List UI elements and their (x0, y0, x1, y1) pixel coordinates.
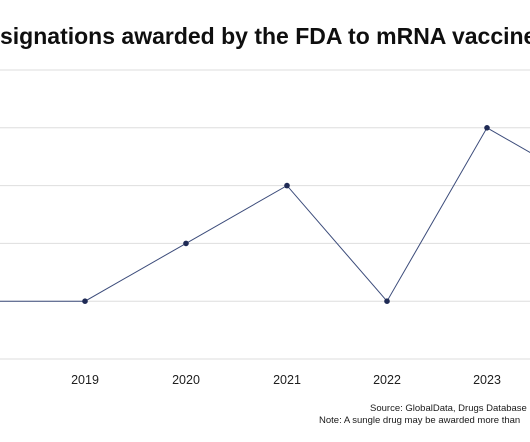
series-line (0, 127, 530, 303)
chart-note: Note: A sungle drug may be awarded more … (319, 415, 521, 426)
data-point-2022 (384, 298, 390, 305)
x-tick-label-2019: 2019 (71, 373, 99, 387)
data-point-2023 (484, 125, 490, 131)
x-tick-label-2022: 2022 (373, 373, 401, 387)
source-note: Source: GlobalData, Drugs Database (370, 403, 527, 414)
x-tick-label-2020: 2020 (172, 373, 200, 387)
x-tick-label-2021: 2021 (273, 373, 301, 387)
data-point-2019 (82, 298, 88, 305)
x-tick-label-2023: 2023 (473, 373, 501, 387)
data-point-2021 (284, 182, 290, 189)
data-point-2020 (183, 240, 189, 247)
chart-title: signations awarded by the FDA to mRNA va… (0, 23, 530, 49)
